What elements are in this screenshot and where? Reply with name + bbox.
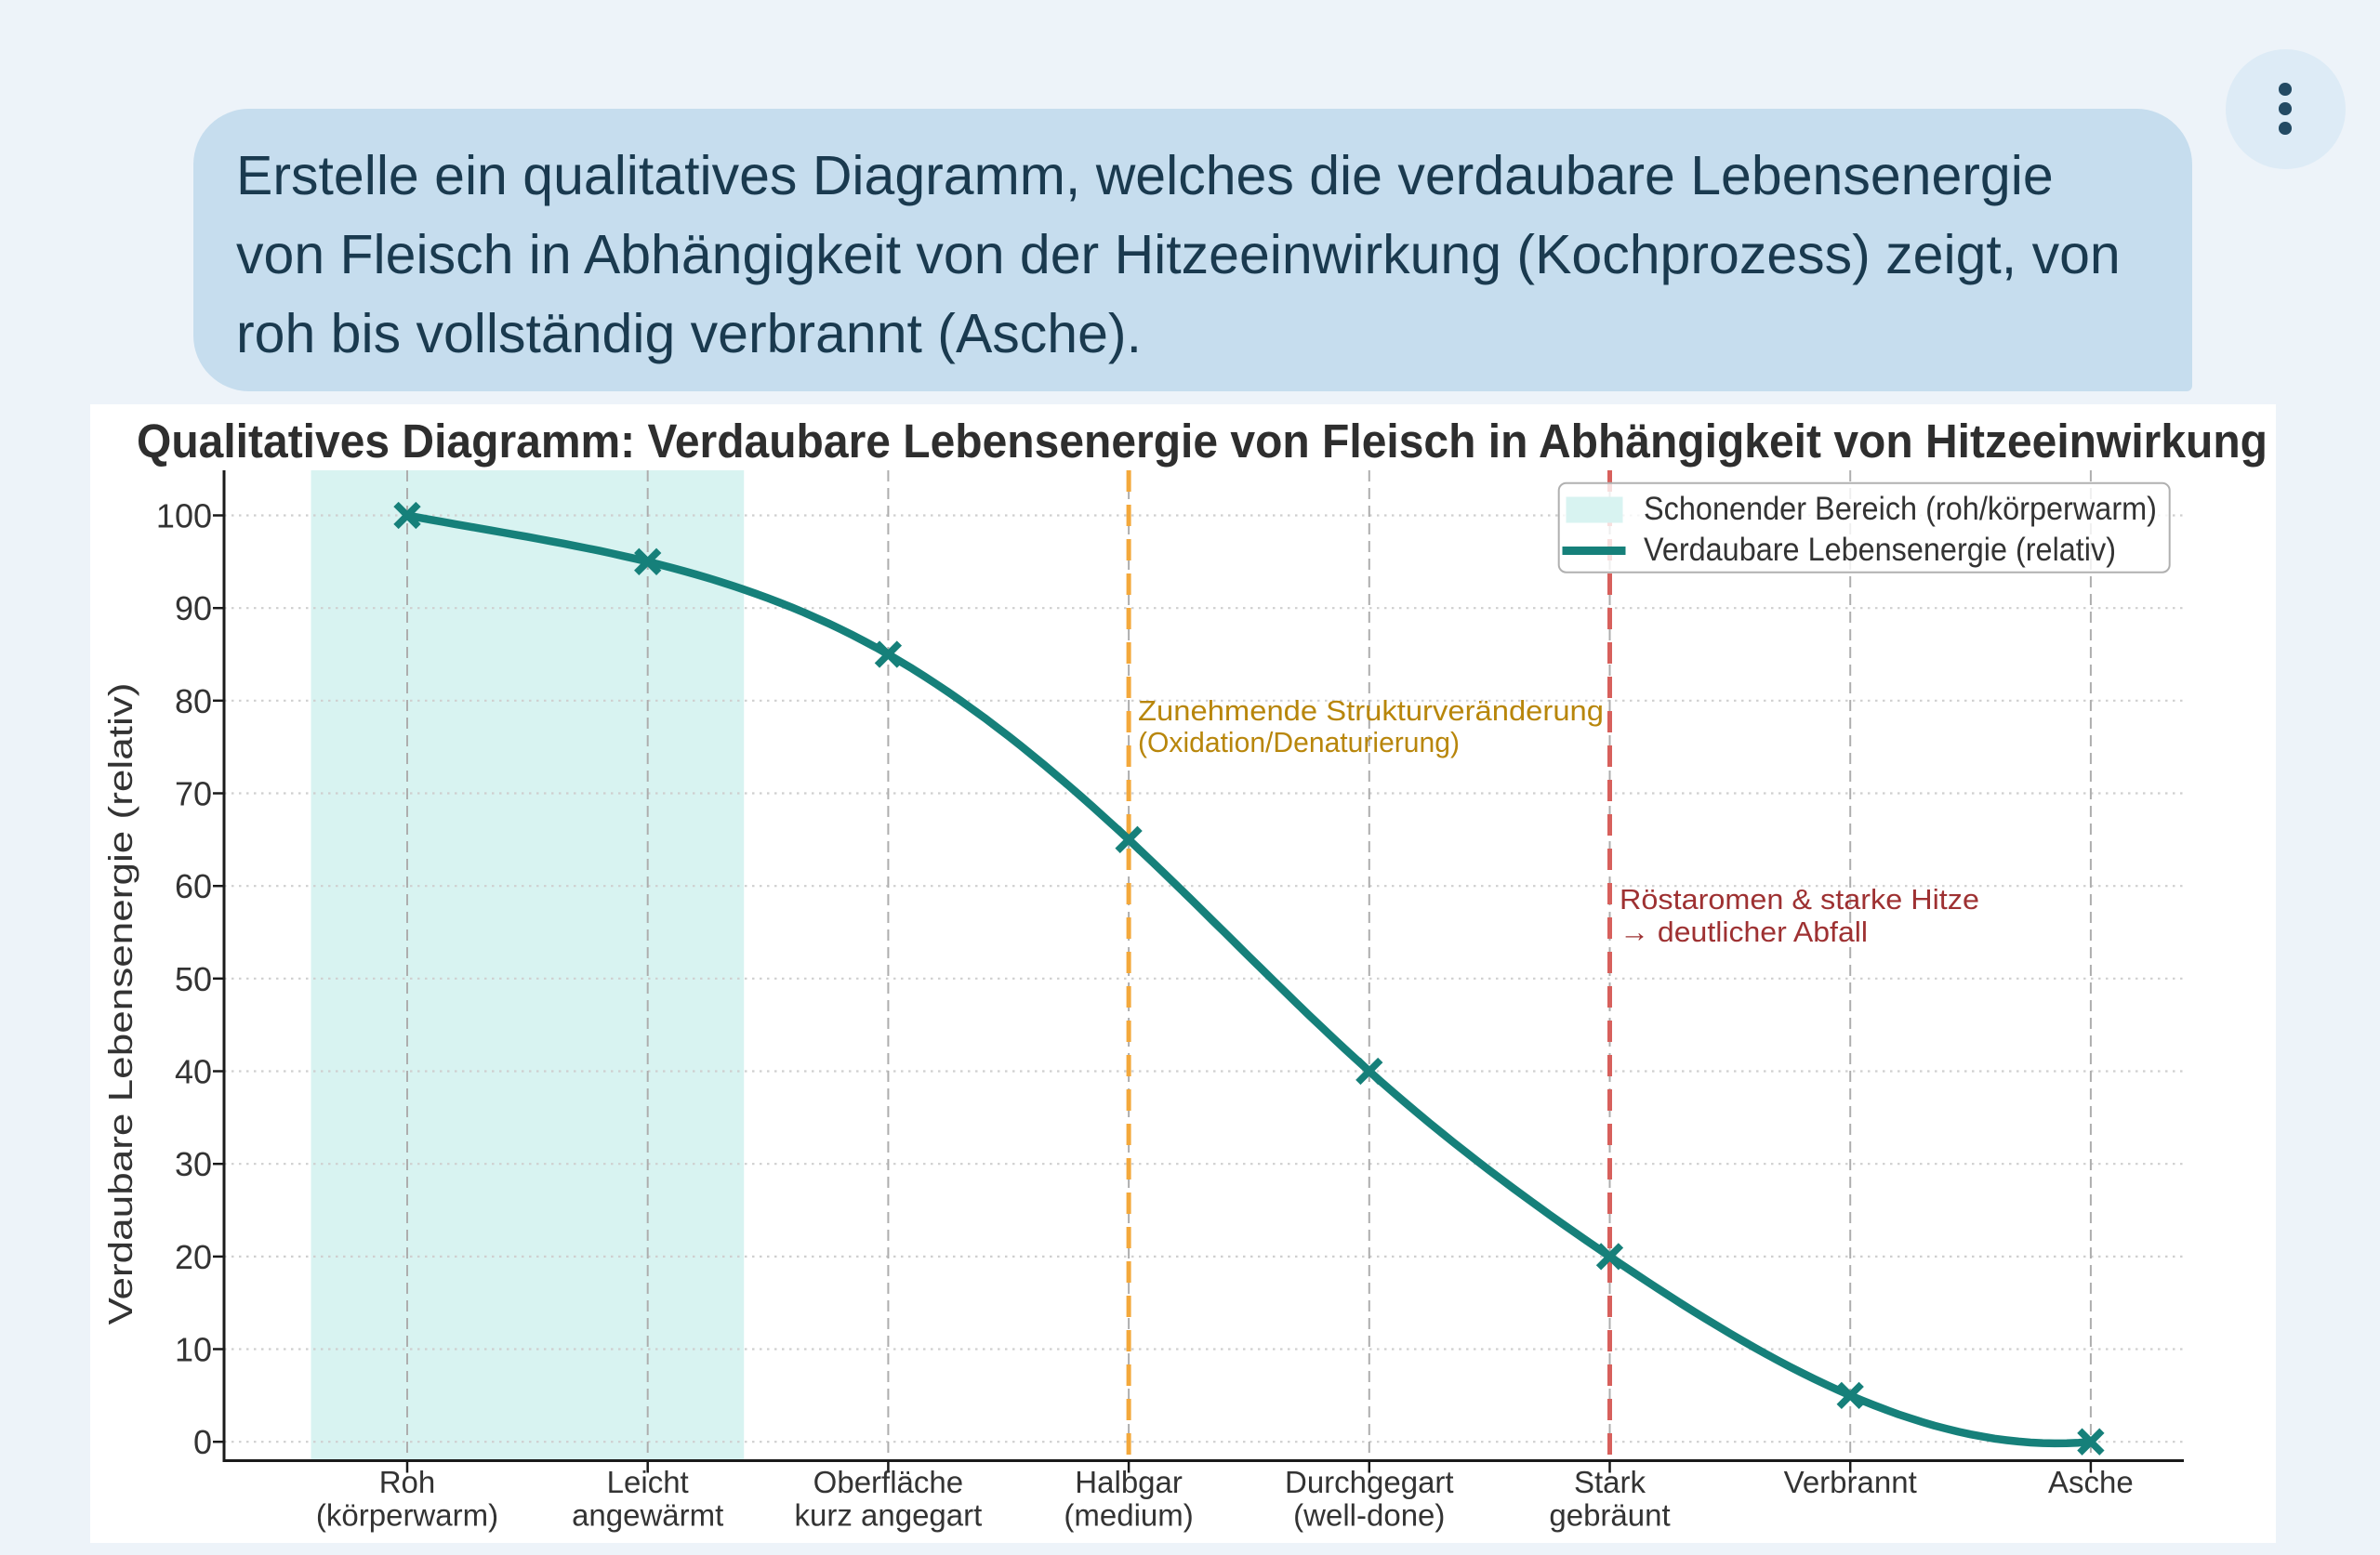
svg-text:Oberfläche: Oberfläche	[813, 1465, 963, 1499]
svg-text:90: 90	[175, 589, 212, 627]
svg-text:kurz angegart: kurz angegart	[795, 1498, 983, 1533]
svg-text:Halbgar: Halbgar	[1075, 1465, 1183, 1499]
svg-text:(Oxidation/Denaturierung): (Oxidation/Denaturierung)	[1138, 726, 1460, 758]
svg-text:20: 20	[175, 1238, 212, 1276]
svg-text:60: 60	[175, 867, 212, 905]
svg-text:Roh: Roh	[379, 1465, 436, 1499]
svg-text:gebräunt: gebräunt	[1549, 1498, 1670, 1533]
svg-text:Qualitatives Diagramm: Verdaub: Qualitatives Diagramm: Verdaubare Lebens…	[137, 415, 2268, 468]
svg-text:→ deutlicher Abfall: → deutlicher Abfall	[1620, 916, 1868, 948]
svg-text:(well-done): (well-done)	[1293, 1498, 1445, 1533]
svg-text:Röstaromen & starke Hitze: Röstaromen & starke Hitze	[1620, 883, 1979, 916]
svg-text:Verdaubare Lebensenergie (rela: Verdaubare Lebensenergie (relativ)	[1644, 532, 2116, 568]
svg-text:Schonender Bereich (roh/körper: Schonender Bereich (roh/körperwarm)	[1644, 491, 2157, 527]
svg-text:0: 0	[193, 1423, 212, 1461]
svg-text:50: 50	[175, 960, 212, 998]
svg-text:Durchgegart: Durchgegart	[1285, 1465, 1454, 1499]
svg-text:80: 80	[175, 682, 212, 720]
svg-text:Verdaubare Lebensenergie (rela: Verdaubare Lebensenergie (relativ)	[101, 683, 139, 1325]
svg-text:Asche: Asche	[2048, 1465, 2134, 1499]
svg-text:40: 40	[175, 1053, 212, 1091]
svg-text:(körperwarm): (körperwarm)	[316, 1498, 498, 1533]
svg-text:70: 70	[175, 775, 212, 813]
svg-text:10: 10	[175, 1331, 212, 1369]
svg-text:Zunehmende Strukturveränderung: Zunehmende Strukturveränderung	[1138, 694, 1604, 727]
svg-text:(medium): (medium)	[1064, 1498, 1193, 1533]
svg-text:100: 100	[156, 497, 212, 535]
svg-text:Stark: Stark	[1574, 1465, 1646, 1499]
svg-text:angewärmt: angewärmt	[572, 1498, 723, 1533]
svg-text:Leicht: Leicht	[607, 1465, 689, 1499]
svg-text:30: 30	[175, 1145, 212, 1183]
svg-text:Verbrannt: Verbrannt	[1784, 1465, 1917, 1499]
